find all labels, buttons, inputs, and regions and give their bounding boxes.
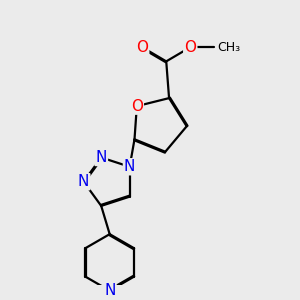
Text: N: N [78, 174, 89, 189]
Text: O: O [184, 40, 196, 55]
Text: N: N [95, 150, 107, 165]
Text: O: O [131, 99, 143, 114]
Text: CH₃: CH₃ [217, 41, 240, 54]
Text: N: N [104, 283, 116, 298]
Text: N: N [124, 159, 135, 174]
Text: O: O [136, 40, 148, 55]
